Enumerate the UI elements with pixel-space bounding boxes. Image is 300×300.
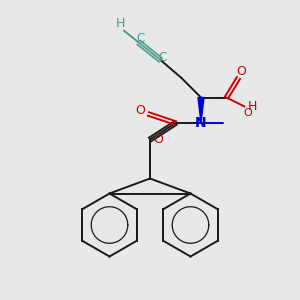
Text: C: C <box>136 32 145 46</box>
Text: O: O <box>243 108 252 118</box>
Text: H: H <box>248 100 258 113</box>
Text: O: O <box>154 133 163 146</box>
Text: N: N <box>195 116 207 130</box>
Text: O: O <box>237 65 246 78</box>
Text: O: O <box>135 104 145 118</box>
Text: C: C <box>159 51 167 64</box>
Polygon shape <box>198 98 204 123</box>
Text: H: H <box>116 16 125 30</box>
